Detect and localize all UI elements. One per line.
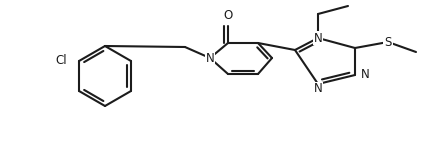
Text: N: N	[205, 52, 214, 65]
Text: N: N	[313, 32, 322, 45]
Text: O: O	[223, 9, 232, 22]
Text: N: N	[360, 69, 369, 82]
Text: N: N	[313, 82, 322, 95]
Text: S: S	[383, 36, 391, 49]
Text: Cl: Cl	[55, 54, 67, 67]
